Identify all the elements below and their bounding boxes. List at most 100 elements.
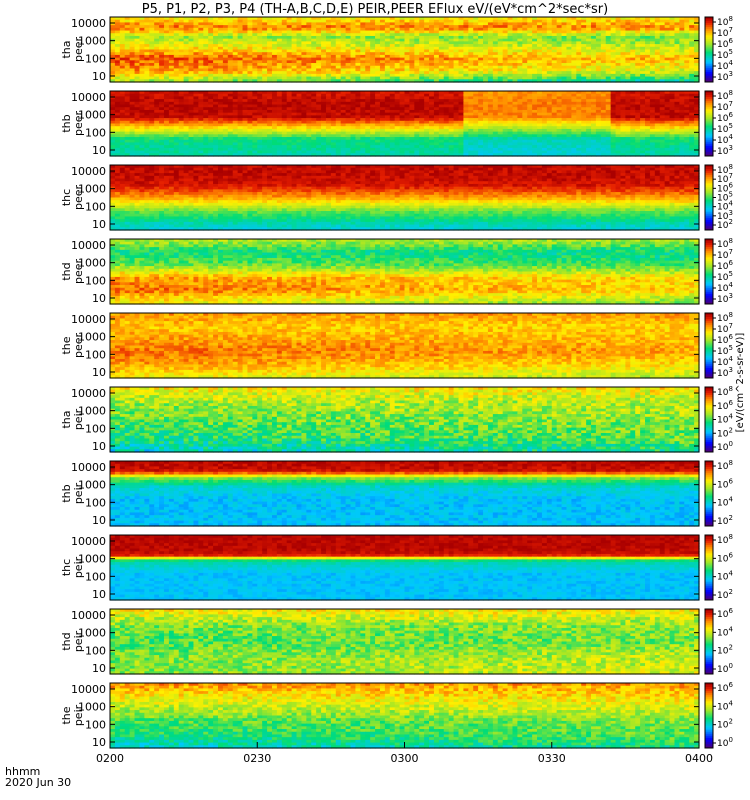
panel-label: thb [60, 484, 73, 502]
x-tick-label: 0300 [391, 752, 419, 765]
x-tick-label: 0230 [243, 752, 271, 765]
y-tick-label: 1000 [78, 553, 106, 566]
panel-label: peir [72, 556, 85, 578]
colorbar-tick-label: 104 [717, 570, 733, 583]
colorbar-tick-label: 106 [717, 399, 733, 412]
panel-label: thc [60, 189, 73, 206]
y-tick-label: 1000 [78, 257, 106, 270]
y-tick-label: 10000 [71, 683, 106, 696]
y-tick-label: 1000 [78, 479, 106, 492]
spectrogram-panel-3 [110, 165, 700, 231]
spectrogram-panel-7 [110, 461, 700, 527]
colorbar-tick-label: 106 [717, 551, 733, 564]
y-tick-label: 100 [85, 348, 106, 361]
panel-frame [109, 312, 700, 379]
spectrogram-panel-8 [110, 535, 700, 601]
y-tick-label: 1000 [78, 35, 106, 48]
panel-label: peir [72, 482, 85, 504]
panel-frame [109, 386, 700, 453]
colorbar-tick-label: 102 [717, 718, 733, 731]
colorbar-tick-label: 104 [717, 413, 733, 426]
y-tick-label: 1000 [78, 405, 106, 418]
y-tick-label: 100 [85, 52, 106, 65]
y-tick-label: 10 [92, 588, 106, 601]
colorbar-tick-label: 102 [717, 514, 733, 527]
y-tick-label: 10 [92, 70, 106, 83]
colorbar-tick-label: 100 [717, 662, 733, 675]
panel-label: peer [72, 37, 85, 63]
y-tick-label: 10 [92, 514, 106, 527]
colorbar-tick-label: 104 [717, 625, 733, 638]
panel-label: peir [72, 704, 85, 726]
colorbar-8: 108 106 104 102 [704, 533, 733, 601]
y-tick-label: 100 [85, 274, 106, 287]
y-tick-label: 10000 [71, 239, 106, 252]
y-tick-label: 10000 [71, 313, 106, 326]
y-tick-label: 10 [92, 366, 106, 379]
x-tick-label: 0200 [96, 752, 124, 765]
colorbar-tick-label: 108 [717, 385, 733, 398]
colorbar-tick-label: 106 [717, 607, 733, 620]
time-axis-label: hhmm [5, 766, 40, 778]
y-tick-label: 100 [85, 644, 106, 657]
spectrogram-panel-5 [110, 313, 700, 379]
colorbar-tick-label: 100 [717, 440, 733, 453]
spectrogram-panel-10 [110, 683, 700, 749]
panel-frame [109, 90, 700, 157]
colorbar-tick-label: 102 [717, 644, 733, 657]
y-tick-label: 10 [92, 662, 106, 675]
spectrogram-panel-1 [110, 17, 700, 83]
y-tick-label: 100 [85, 570, 106, 583]
colorbar-tick-label: 104 [717, 496, 733, 509]
spectrogram-panel-2 [110, 91, 700, 157]
panel-label: thd [60, 262, 73, 280]
panel-frame [109, 16, 700, 83]
colorbar-9: 106 104 102 100 [704, 607, 733, 675]
spectrogram-panel-6 [110, 387, 700, 453]
y-tick-label: 10000 [71, 387, 106, 400]
panel-label: thc [60, 559, 73, 576]
panel-label: peer [72, 259, 85, 285]
y-tick-label: 10 [92, 736, 106, 749]
colorbar-units-label: [eV/(cm^2-s-sr-eV)] [735, 333, 746, 433]
panel-label: tha [60, 40, 73, 58]
spectrogram-panel-9 [110, 609, 700, 675]
colorbar-tick-label: 100 [717, 736, 733, 749]
y-tick-label: 10 [92, 292, 106, 305]
x-tick-label: 0400 [685, 752, 713, 765]
panel-frame [109, 164, 700, 231]
chart-title: P5, P1, P2, P3, P4 (TH-A,B,C,D,E) PEIR,P… [0, 2, 750, 17]
colorbar-tick-label: 108 [717, 459, 733, 472]
y-tick-label: 100 [85, 718, 106, 731]
colorbar-tick-label: 106 [717, 681, 733, 694]
y-tick-label: 10 [92, 144, 106, 157]
colorbar-tick-label: 108 [717, 533, 733, 546]
panel-label: peir [72, 408, 85, 430]
panel-label: tha [60, 410, 73, 428]
y-tick-label: 10000 [71, 461, 106, 474]
date-label: 2020 Jun 30 [5, 777, 71, 789]
panel-frame [109, 460, 700, 527]
panel-label: peir [72, 630, 85, 652]
y-tick-label: 100 [85, 126, 106, 139]
y-tick-label: 1000 [78, 627, 106, 640]
spectrogram-panel-4 [110, 239, 700, 305]
y-tick-label: 1000 [78, 109, 106, 122]
panel-label: the [60, 336, 73, 354]
y-tick-label: 10000 [71, 17, 106, 30]
panel-label: the [60, 706, 73, 724]
y-tick-label: 10 [92, 440, 106, 453]
colorbar-tick-label: 106 [717, 477, 733, 490]
y-tick-label: 1000 [78, 331, 106, 344]
panel-label: thb [60, 114, 73, 132]
colorbar-tick-label: 102 [717, 588, 733, 601]
y-tick-label: 100 [85, 422, 106, 435]
y-tick-label: 100 [85, 496, 106, 509]
colorbar-tick-label: 102 [717, 426, 733, 439]
y-tick-label: 100 [85, 200, 106, 213]
